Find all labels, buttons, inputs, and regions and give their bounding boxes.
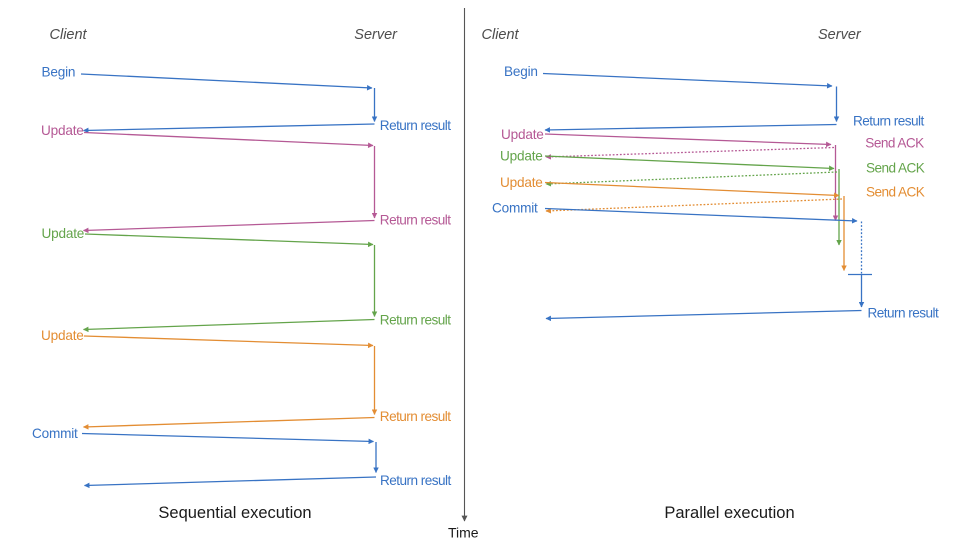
svg-text:Update: Update bbox=[41, 328, 84, 343]
svg-text:Server: Server bbox=[818, 27, 862, 43]
svg-text:Begin: Begin bbox=[42, 64, 76, 79]
svg-text:Parallel execution: Parallel execution bbox=[664, 504, 794, 522]
svg-text:Commit: Commit bbox=[32, 426, 78, 441]
svg-text:Return result: Return result bbox=[380, 212, 451, 227]
svg-text:Update: Update bbox=[500, 175, 543, 190]
svg-text:Update: Update bbox=[42, 226, 85, 241]
svg-text:Client: Client bbox=[482, 27, 520, 43]
svg-text:Send ACK: Send ACK bbox=[866, 160, 925, 175]
svg-text:Begin: Begin bbox=[504, 64, 538, 79]
svg-text:Return result: Return result bbox=[380, 409, 451, 424]
svg-text:Return result: Return result bbox=[380, 118, 451, 133]
svg-text:Send ACK: Send ACK bbox=[865, 135, 924, 150]
svg-text:Update: Update bbox=[501, 127, 544, 142]
svg-text:Commit: Commit bbox=[492, 200, 538, 215]
svg-text:Sequential execution: Sequential execution bbox=[158, 504, 311, 522]
svg-text:Return result: Return result bbox=[380, 312, 451, 327]
svg-text:Server: Server bbox=[354, 27, 398, 43]
svg-text:Time: Time bbox=[448, 525, 479, 540]
svg-text:Send ACK: Send ACK bbox=[866, 184, 925, 199]
svg-text:Return result: Return result bbox=[853, 113, 924, 128]
svg-text:Update: Update bbox=[41, 123, 84, 138]
svg-text:Client: Client bbox=[50, 27, 88, 43]
svg-text:Return result: Return result bbox=[868, 305, 939, 320]
svg-text:Update: Update bbox=[500, 148, 543, 163]
svg-text:Return result: Return result bbox=[380, 473, 451, 488]
